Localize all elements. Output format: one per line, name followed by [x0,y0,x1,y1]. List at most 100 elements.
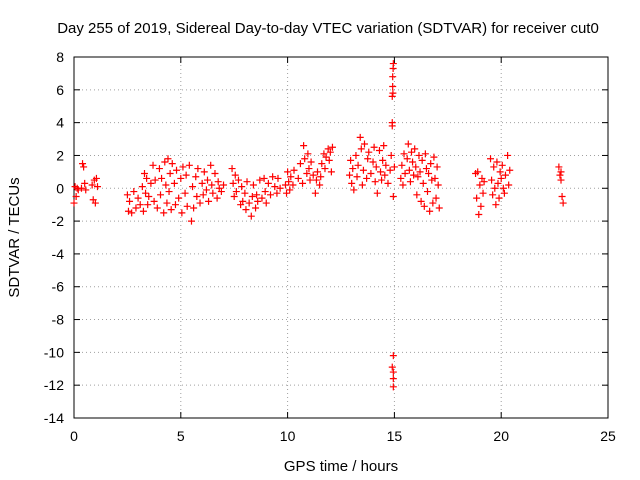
data-point [70,199,78,207]
data-point [248,192,256,200]
data-point [271,183,279,191]
data-point [254,197,262,205]
data-point [349,165,357,173]
data-point [199,191,207,199]
data-point [309,171,317,179]
data-point [256,176,264,184]
data-point [495,194,503,202]
data-point [252,204,260,212]
data-point [142,189,150,197]
data-point [79,160,87,168]
data-point [420,202,428,210]
data-point [419,179,427,187]
axis-ticks [73,56,609,419]
data-point [413,191,421,199]
data-point [269,173,277,181]
data-point [303,170,311,178]
data-point [388,363,396,371]
x-tick-label: 15 [387,428,403,444]
data-point [491,184,499,192]
data-point [161,158,169,166]
data-point [243,178,251,186]
data-point [93,183,101,191]
data-point [415,151,423,159]
data-point [200,168,208,176]
data-point [182,171,190,179]
data-point [389,375,397,383]
data-point [327,168,335,176]
data-point [473,194,481,202]
data-point [229,179,237,187]
data-point [555,163,563,171]
data-point [170,179,178,187]
data-point [139,207,147,215]
y-tick-label: -4 [52,246,65,262]
x-tick-label: 5 [177,428,185,444]
data-point [273,189,281,197]
y-tick-label: -12 [44,377,64,393]
data-point [412,163,420,171]
data-point [190,204,198,212]
data-point [314,168,322,176]
data-point [82,186,90,194]
data-point [316,181,324,189]
data-point [371,178,379,186]
data-point [389,60,397,68]
data-point [406,178,414,186]
data-point [234,176,242,184]
data-point [397,174,405,182]
data-point [558,192,566,200]
data-point [384,179,392,187]
data-point [398,161,406,169]
data-point [177,174,185,182]
data-point [164,155,172,163]
data-point [557,168,565,176]
data-point [369,158,377,166]
data-point [326,148,334,156]
data-point [487,155,495,163]
data-point [389,368,397,376]
y-axis-label: SDTVAR / TECUs [6,177,23,297]
data-point [353,173,361,181]
data-point [348,179,356,187]
data-point [290,166,298,174]
data-point [281,181,289,189]
data-point [357,145,365,153]
data-point [389,352,397,360]
data-point [499,184,507,192]
data-point [264,179,272,187]
plot-frame [73,56,609,419]
data-point [347,156,355,164]
data-point [425,170,433,178]
data-point [400,150,408,158]
data-point [304,150,312,158]
data-point [202,186,210,194]
data-point [346,171,354,179]
data-point [126,197,134,205]
data-point [389,89,397,97]
data-point [373,189,381,197]
data-point [80,163,88,171]
data-point [214,178,222,186]
data-point [91,199,99,207]
data-point [474,168,482,176]
data-point [422,165,430,173]
data-point [178,209,186,217]
data-point [286,186,294,194]
data-point [505,181,513,189]
data-point [74,186,82,194]
data-point [494,179,502,187]
data-point [321,165,329,173]
data-point [189,183,197,191]
data-point [301,155,309,163]
data-point [151,176,159,184]
data-point [134,194,142,202]
data-point [559,199,567,207]
data-point [253,191,261,199]
data-point [162,181,170,189]
data-point [128,209,136,217]
data-point [377,168,385,176]
data-point [380,142,388,150]
data-point [165,188,173,196]
data-point [158,174,166,182]
